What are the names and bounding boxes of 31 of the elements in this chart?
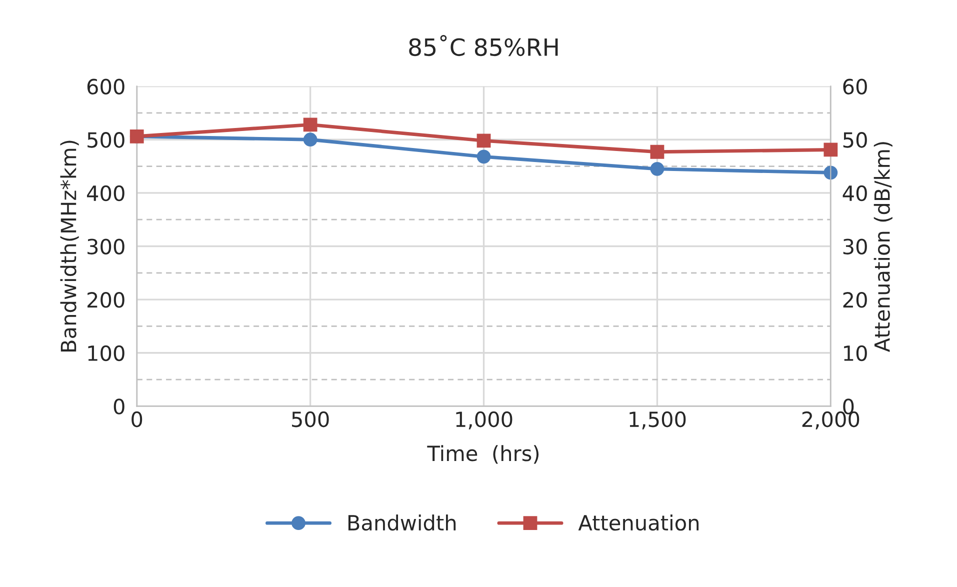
point: [303, 132, 318, 147]
y-tick-label: 200: [88, 292, 124, 308]
y2-tick-label: 60: [843, 78, 867, 94]
y2-axis-title: Attenuation (dB/km): [874, 142, 892, 352]
x-axis-title: Time (hrs): [427, 445, 539, 464]
legend-label: Bandwidth: [348, 514, 456, 531]
y2-tick-label: 30: [843, 238, 867, 254]
y-tick-label: 500: [88, 132, 124, 148]
y-tick-label: 600: [87, 78, 124, 94]
y2-tick-label: 50: [843, 132, 867, 148]
point: [476, 134, 491, 148]
point: [476, 150, 491, 164]
y-tick-label: 0: [114, 398, 124, 414]
point: [303, 118, 318, 132]
y2-tick-label: 40: [842, 185, 867, 202]
chart-title: 85˚C 85%RH: [409, 35, 558, 56]
legend-label: Attenuation: [578, 514, 699, 531]
point: [650, 162, 664, 176]
y-axis-title: Bandwidth(MHz*km): [60, 140, 79, 352]
y-tick-label: 400: [86, 185, 124, 202]
y-tick-label: 300: [88, 238, 124, 254]
y2-tick-label: 20: [843, 292, 867, 308]
y-tick-label: 100: [88, 345, 124, 362]
point: [650, 144, 664, 159]
x-tick-label: 500: [292, 411, 329, 428]
point: [824, 166, 838, 180]
x-tick-label: 1,000: [456, 411, 512, 430]
x-tick-label: 0: [132, 411, 142, 428]
point: [824, 142, 838, 157]
y2-tick-label: 10: [844, 345, 867, 362]
x-tick-label: 1,500: [630, 411, 686, 430]
